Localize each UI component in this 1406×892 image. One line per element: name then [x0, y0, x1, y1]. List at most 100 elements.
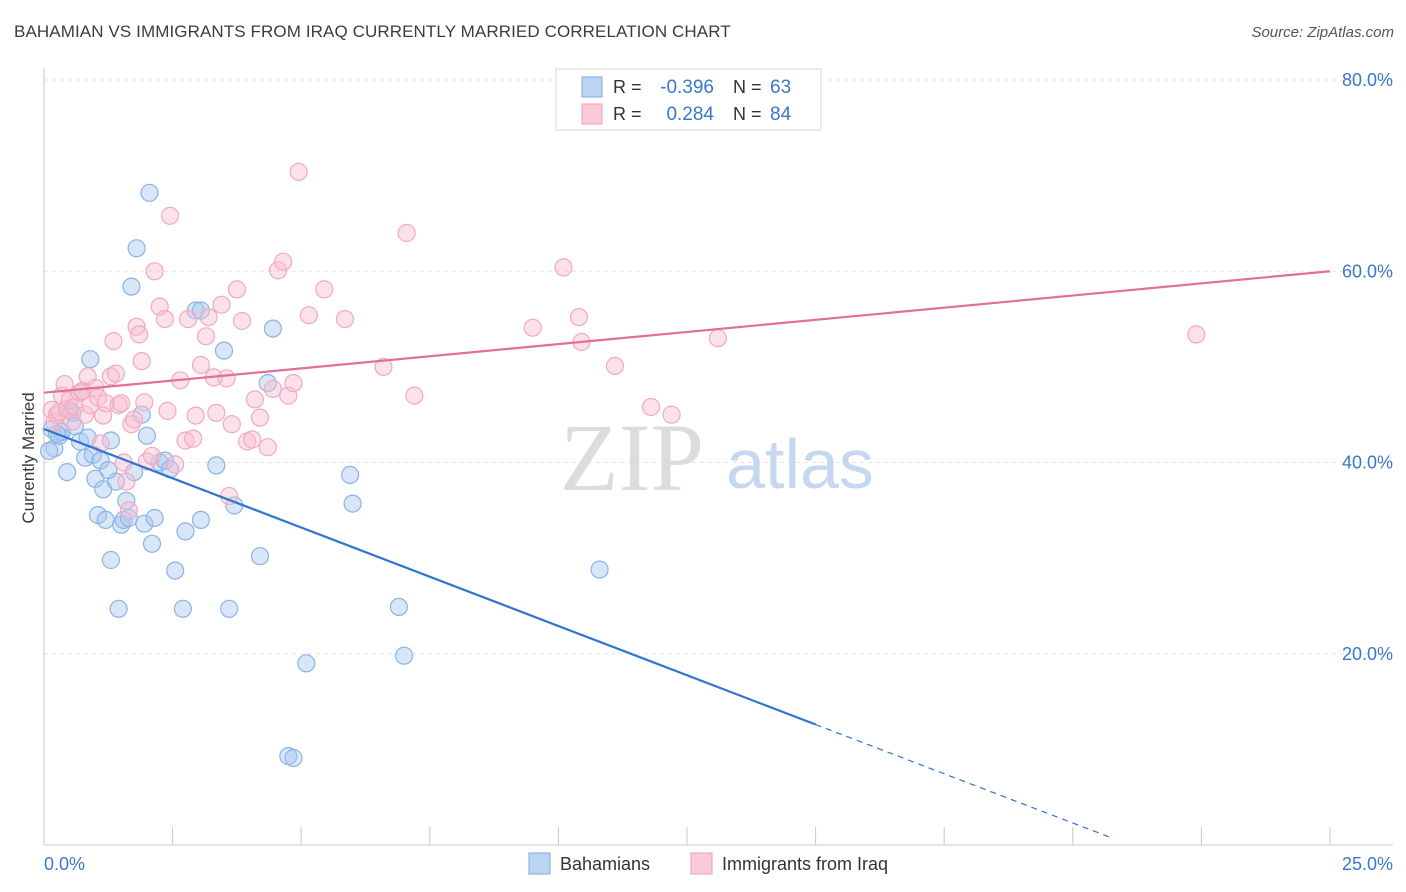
legend-swatch-iraq: [690, 852, 713, 875]
point-iraq: [160, 206, 180, 225]
point-iraq: [263, 379, 282, 398]
point-iraq: [232, 311, 252, 331]
source-label: Source: ZipAtlas.com: [1251, 24, 1394, 41]
trend-line-bahamians: [43, 428, 816, 726]
stats-r-value: 0.284: [666, 104, 714, 125]
point-iraq: [47, 405, 67, 424]
point-iraq: [155, 310, 174, 329]
point-iraq: [184, 429, 203, 448]
point-iraq: [315, 280, 334, 299]
point-iraq: [81, 396, 100, 415]
point-iraq: [119, 501, 138, 520]
point-iraq: [130, 325, 149, 344]
point-bahamians: [173, 599, 192, 618]
point-bahamians: [39, 441, 59, 461]
point-iraq: [405, 386, 424, 405]
point-bahamians: [137, 426, 156, 445]
point-bahamians: [389, 597, 408, 617]
series-legend: Bahamians Immigrants from Iraq: [528, 852, 888, 875]
point-iraq: [274, 252, 293, 271]
point-iraq: [227, 280, 246, 299]
point-iraq: [641, 397, 661, 417]
point-iraq: [222, 415, 241, 434]
point-bahamians: [135, 514, 154, 533]
legend-label-iraq: Immigrants from Iraq: [722, 854, 888, 874]
point-iraq: [212, 295, 231, 314]
point-iraq: [158, 401, 177, 420]
watermark-atlas: atlas: [726, 425, 874, 503]
point-bahamians: [96, 510, 115, 530]
point-bahamians: [176, 522, 195, 541]
x-tick-label: 25.0%: [1342, 854, 1393, 874]
stats-n-label: N =: [733, 77, 762, 97]
point-iraq: [124, 410, 144, 429]
point-bahamians: [112, 515, 131, 534]
point-iraq: [662, 405, 681, 424]
watermark: ZIP atlas: [560, 404, 874, 511]
point-bahamians: [284, 748, 303, 768]
point-iraq: [299, 306, 318, 325]
point-iraq: [250, 408, 270, 427]
point-iraq: [112, 394, 131, 413]
point-iraq: [191, 355, 210, 375]
point-iraq: [207, 403, 226, 422]
point-bahamians: [263, 319, 282, 338]
axes: [43, 68, 1393, 846]
point-bahamians: [297, 654, 316, 673]
y-tick-label: 60.0%: [1342, 261, 1393, 281]
point-bahamians: [57, 463, 77, 482]
point-iraq: [76, 405, 95, 424]
stats-n-value: 84: [770, 104, 792, 125]
point-bahamians: [81, 350, 100, 369]
point-iraq: [142, 446, 162, 465]
point-iraq: [178, 310, 198, 329]
stats-r-value: -0.396: [660, 77, 714, 98]
stats-n-label: N =: [733, 104, 762, 124]
point-iraq: [104, 332, 123, 351]
point-iraq: [101, 367, 121, 386]
point-iraq: [284, 374, 303, 393]
x-tick-label: 0.0%: [44, 854, 85, 874]
trend-lines: [43, 270, 1331, 838]
point-bahamians: [109, 599, 128, 618]
point-bahamians: [214, 341, 234, 360]
point-bahamians: [122, 277, 141, 296]
point-iraq: [289, 162, 308, 181]
point-iraq: [335, 310, 354, 329]
point-iraq: [166, 455, 185, 474]
point-bahamians: [166, 561, 185, 580]
trend-line-bahamians-extension: [815, 723, 1110, 838]
stats-n-value: 63: [770, 77, 791, 98]
point-iraq: [117, 472, 136, 491]
point-iraq: [269, 261, 288, 280]
point-iraq: [605, 356, 625, 375]
point-iraq: [132, 352, 151, 371]
point-bahamians: [250, 547, 270, 566]
point-iraq: [122, 415, 141, 434]
point-iraq: [243, 430, 262, 449]
stats-r-label: R =: [613, 104, 642, 124]
point-iraq: [55, 375, 74, 394]
point-iraq: [91, 434, 110, 453]
point-bahamians: [220, 599, 239, 618]
point-bahamians: [140, 183, 159, 202]
point-iraq: [523, 318, 542, 337]
point-iraq: [258, 438, 277, 457]
point-iraq: [135, 393, 154, 412]
point-bahamians: [127, 239, 146, 258]
stats-r-label: R =: [613, 77, 642, 97]
point-iraq: [217, 369, 236, 388]
legend-label-bahamians: Bahamians: [560, 854, 650, 874]
point-bahamians: [142, 534, 162, 553]
point-bahamians: [101, 550, 121, 570]
point-bahamians: [101, 431, 121, 450]
trend-line-iraq: [43, 270, 1331, 394]
point-iraq: [109, 396, 128, 415]
point-bahamians: [341, 465, 360, 484]
y-axis-label: Currently Married: [19, 392, 38, 523]
stats-legend: R = -0.396 N = 63 R = 0.284 N = 84: [555, 68, 822, 131]
point-iraq: [245, 390, 264, 409]
point-bahamians: [207, 456, 226, 475]
y-tick-label: 40.0%: [1342, 453, 1393, 473]
